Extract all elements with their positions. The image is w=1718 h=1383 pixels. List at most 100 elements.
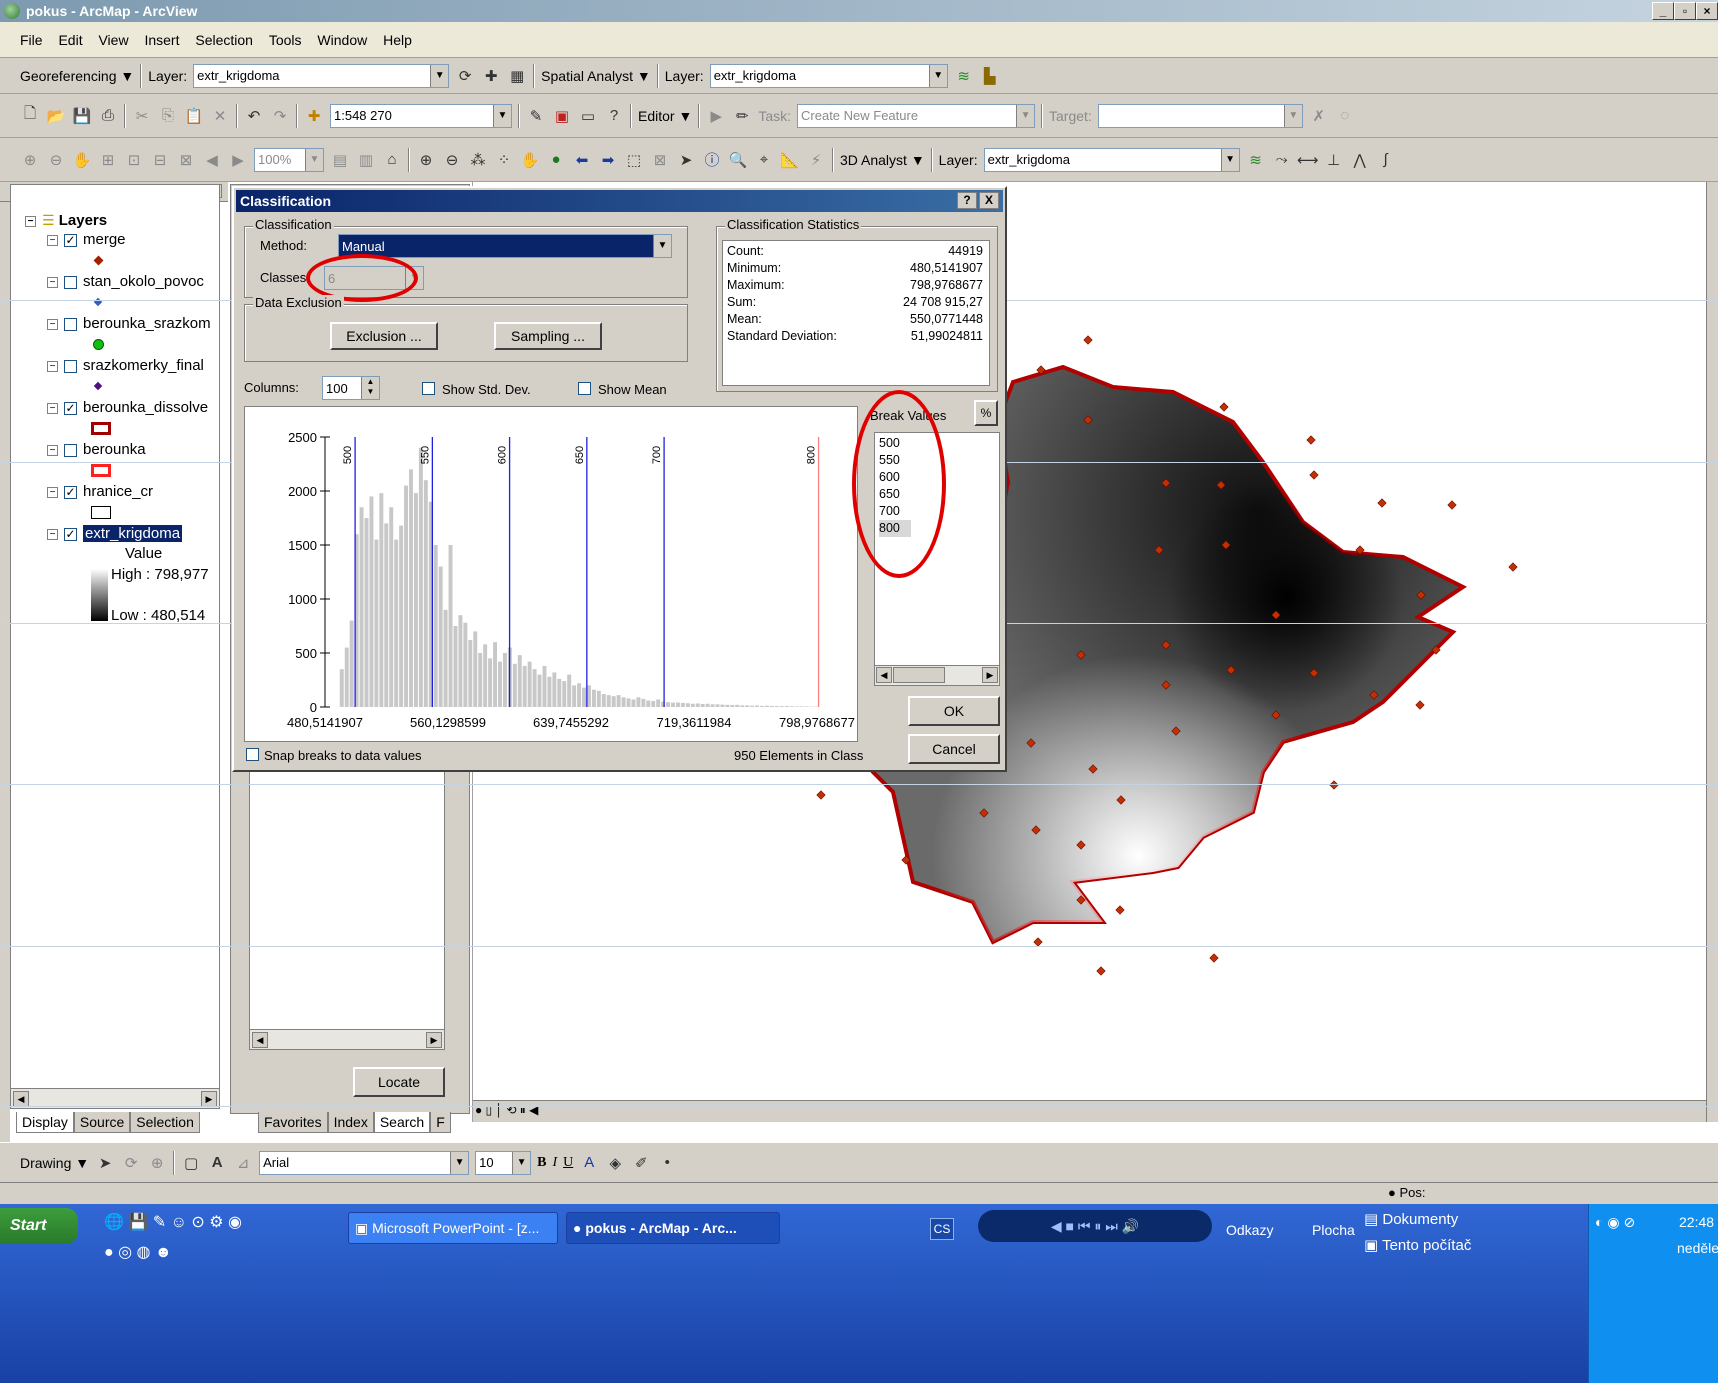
- tab-source[interactable]: Source: [73, 1112, 131, 1133]
- italic-button[interactable]: I: [552, 1154, 558, 1170]
- georef-layer-select[interactable]: extr_krigdoma ▼: [193, 63, 450, 88]
- zoom-to-selected-icon[interactable]: ⊕: [150, 1154, 164, 1172]
- menu-window[interactable]: Window: [317, 32, 368, 48]
- search-scrollbar[interactable]: ◀ ▶: [250, 1029, 444, 1049]
- collapse-icon[interactable]: −: [47, 444, 58, 456]
- editor-menu[interactable]: Editor ▼: [638, 107, 693, 124]
- tab-selection[interactable]: Selection: [130, 1112, 200, 1133]
- contour-icon[interactable]: ≋: [957, 67, 970, 85]
- measure-icon[interactable]: 📐: [780, 151, 800, 169]
- toc-layer-berounka-srazkom[interactable]: − berounka_srazkom: [47, 313, 211, 335]
- spatial-layer-select[interactable]: extr_krigdoma ▼: [709, 63, 948, 88]
- help-button[interactable]: ?: [957, 192, 977, 209]
- zoom-out-icon[interactable]: ⊖: [445, 151, 459, 169]
- show-std-checkbox[interactable]: [422, 382, 435, 395]
- quick-launch[interactable]: 🌐 💾 ✎ ☺ ⊙ ⚙ ◉: [104, 1214, 242, 1231]
- line-of-sight-icon[interactable]: ⟷: [1296, 151, 1319, 169]
- forward-arrow-icon[interactable]: ➡: [601, 151, 615, 169]
- find-icon[interactable]: 🔍: [728, 151, 748, 169]
- tray-icons[interactable]: ◐ ◉ ⊘: [1595, 1214, 1636, 1230]
- toc-layer-srazkomerky[interactable]: − srazkomerky_final: [47, 355, 204, 377]
- profile-graph-icon[interactable]: ∫: [1383, 151, 1388, 168]
- text-tool-icon[interactable]: A: [211, 1154, 223, 1171]
- font-select[interactable]: Arial ▼: [259, 1150, 470, 1175]
- drawing-menu[interactable]: Drawing ▼: [20, 1154, 90, 1171]
- layer-checkbox[interactable]: [64, 275, 77, 289]
- locate-button[interactable]: Locate: [353, 1067, 445, 1097]
- print-icon[interactable]: ⎙: [101, 107, 114, 124]
- dokumenty-link[interactable]: ▤ Dokumenty: [1364, 1210, 1458, 1228]
- copy-icon[interactable]: ⎘: [161, 107, 174, 124]
- cut-icon[interactable]: ✂: [135, 107, 149, 125]
- snap-breaks-checkbox[interactable]: [246, 748, 259, 761]
- bold-button[interactable]: B: [537, 1154, 547, 1170]
- quick-launch-row2[interactable]: ● ◎ ◍ ☻: [104, 1244, 172, 1261]
- font-size-select[interactable]: 10 ▼: [475, 1150, 532, 1175]
- collapse-icon[interactable]: −: [47, 360, 58, 372]
- contour-3d-icon[interactable]: ≋: [1249, 151, 1262, 169]
- scroll-right-icon[interactable]: ▶: [982, 667, 998, 683]
- tab-f[interactable]: F: [430, 1112, 451, 1133]
- underline-button[interactable]: U: [563, 1154, 574, 1170]
- interpolate-line-icon[interactable]: ⋀: [1353, 151, 1366, 169]
- spatial-analyst-menu[interactable]: Spatial Analyst ▼: [541, 67, 651, 84]
- toc-layer-extr-krigdoma[interactable]: − ✓ extr_krigdoma: [47, 523, 183, 545]
- back-arrow-icon[interactable]: ⬅: [575, 151, 589, 169]
- toc-horizontal-scrollbar[interactable]: ◀ ▶: [11, 1088, 219, 1108]
- 3d-layer-select[interactable]: extr_krigdoma ▼: [983, 147, 1240, 172]
- menu-insert[interactable]: Insert: [144, 32, 180, 48]
- collapse-icon[interactable]: −: [47, 234, 58, 246]
- open-folder-icon[interactable]: 📂: [46, 107, 66, 125]
- zoom-in-icon[interactable]: ⊕: [419, 151, 433, 169]
- full-extent-icon[interactable]: ●: [551, 151, 561, 168]
- menu-tools[interactable]: Tools: [268, 32, 302, 48]
- delete-icon[interactable]: ✕: [213, 107, 227, 125]
- scroll-left-icon[interactable]: ◀: [876, 667, 892, 683]
- sampling-button[interactable]: Sampling ...: [494, 322, 602, 350]
- show-mean-checkbox[interactable]: [578, 382, 591, 395]
- rotate-tool-icon[interactable]: ◌: [1340, 107, 1350, 124]
- fixed-zoom-out-map-icon[interactable]: ⁘: [497, 151, 511, 169]
- target-select[interactable]: ▼: [1097, 103, 1303, 128]
- select-features-icon[interactable]: ⬚: [626, 151, 642, 169]
- go-to-xy-icon[interactable]: ⌖: [759, 151, 769, 168]
- layer-checkbox[interactable]: [64, 317, 77, 331]
- rotate-icon[interactable]: ⟳: [124, 1154, 138, 1172]
- scroll-thumb[interactable]: [893, 667, 945, 683]
- sketch-tool-icon[interactable]: ✏: [736, 107, 749, 125]
- map-vertical-scrollbar[interactable]: [1706, 182, 1718, 1122]
- add-data-icon[interactable]: ✚: [307, 107, 321, 125]
- identify-icon[interactable]: ⓘ: [704, 152, 720, 169]
- collapse-icon[interactable]: −: [47, 402, 58, 414]
- scroll-left-icon[interactable]: ◀: [252, 1032, 268, 1048]
- layout-zoom-in-icon[interactable]: ⊕: [23, 151, 37, 169]
- undo-icon[interactable]: ↶: [247, 107, 261, 125]
- add-control-points-icon[interactable]: ✚: [484, 67, 498, 85]
- zoom-whole-page-icon[interactable]: ⊞: [101, 151, 115, 169]
- edit-vertices-icon[interactable]: ⊿: [236, 1154, 250, 1172]
- clock-time[interactable]: 22:48: [1679, 1214, 1715, 1230]
- focus-frame-icon[interactable]: ▥: [358, 151, 374, 169]
- fixed-zoom-out-icon[interactable]: ⊠: [179, 151, 193, 169]
- tab-display[interactable]: Display: [16, 1112, 74, 1133]
- dialog-close-button[interactable]: X: [979, 192, 999, 209]
- steepest-path-icon[interactable]: ⤳: [1275, 151, 1288, 168]
- histogram-icon[interactable]: ▙: [983, 67, 996, 85]
- split-tool-icon[interactable]: ✗: [1312, 107, 1326, 125]
- plocha-toolbar[interactable]: Plocha: [1312, 1222, 1355, 1238]
- menu-selection[interactable]: Selection: [195, 32, 253, 48]
- editor-toolbar-icon[interactable]: ✎: [529, 107, 543, 125]
- break-values-scrollbar[interactable]: ◀ ▶: [875, 665, 999, 685]
- menu-view[interactable]: View: [98, 32, 129, 48]
- hyperlink-icon[interactable]: ⚡: [810, 151, 822, 169]
- fixed-zoom-in-map-icon[interactable]: ⁂: [470, 151, 486, 169]
- scroll-left-icon[interactable]: ◀: [13, 1091, 29, 1107]
- layer-checkbox[interactable]: ✓: [64, 484, 77, 499]
- collapse-icon[interactable]: −: [47, 486, 58, 498]
- 3d-analyst-menu[interactable]: 3D Analyst ▼: [840, 151, 925, 168]
- fixed-zoom-in-icon[interactable]: ⊟: [153, 151, 167, 169]
- link-table-icon[interactable]: ▦: [510, 67, 525, 85]
- rectangle-icon[interactable]: ▢: [184, 1154, 199, 1172]
- scroll-right-icon[interactable]: ▶: [426, 1032, 442, 1048]
